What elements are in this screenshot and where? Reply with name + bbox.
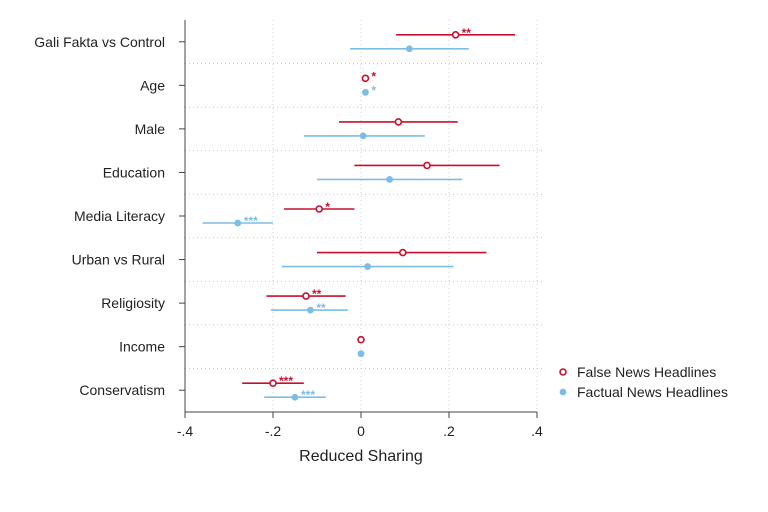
category-label: Urban vs Rural [72,252,165,268]
point-estimate [362,88,369,96]
point-estimate [291,393,299,401]
significance-stars: ** [316,301,326,315]
category-label: Education [103,164,165,180]
point-estimate [364,263,371,270]
legend-label: False News Headlines [577,364,716,380]
category-label: Age [140,77,165,93]
series-marks: ****************** [202,26,515,402]
significance-stars: * [371,83,376,97]
category-label: Religiosity [101,295,165,311]
category-label: Conservatism [79,382,165,398]
category-label: Male [135,121,166,137]
category-label: Gali Fakta vs Control [34,34,165,50]
x-tick-labels: -.4 -.2 0 .2 .4 [177,412,543,439]
category-label: Media Literacy [74,208,165,224]
point-estimate [302,292,310,300]
point-estimate [361,74,370,83]
point-estimate [307,306,314,314]
point-estimate [398,248,407,257]
point-estimate [269,379,277,388]
significance-stars: *** [279,374,293,388]
point-estimate [359,132,367,140]
point-estimate [394,118,403,126]
x-tick-label: .2 [443,423,455,439]
significance-stars: *** [244,214,258,228]
significance-stars: *** [301,388,315,402]
x-axis-title: Reduced Sharing [299,448,423,465]
category-label: Income [119,339,165,355]
x-tick-label: -.2 [265,423,282,439]
point-estimate [357,335,365,344]
point-estimate [357,350,365,358]
x-tick-label: -.4 [177,423,194,439]
significance-stars: * [371,69,376,83]
significance-stars: ** [312,287,322,301]
x-tick-label: .4 [531,423,543,439]
significance-stars: ** [462,26,472,40]
point-estimate [234,219,242,227]
significance-stars: * [325,200,330,214]
legend: False News Headlines Factual News Headlin… [559,364,728,400]
point-estimate [315,205,324,213]
category-labels: Gali Fakta vs Control Age Male Education Med… [34,34,185,398]
point-estimate [423,161,431,170]
legend-marker [559,368,567,376]
legend-label: Factual News Headlines [577,384,728,400]
point-estimate [386,176,393,183]
legend-marker [559,388,567,396]
point-estimate [406,45,413,53]
x-tick-label: 0 [357,423,365,439]
point-estimate [451,30,460,39]
